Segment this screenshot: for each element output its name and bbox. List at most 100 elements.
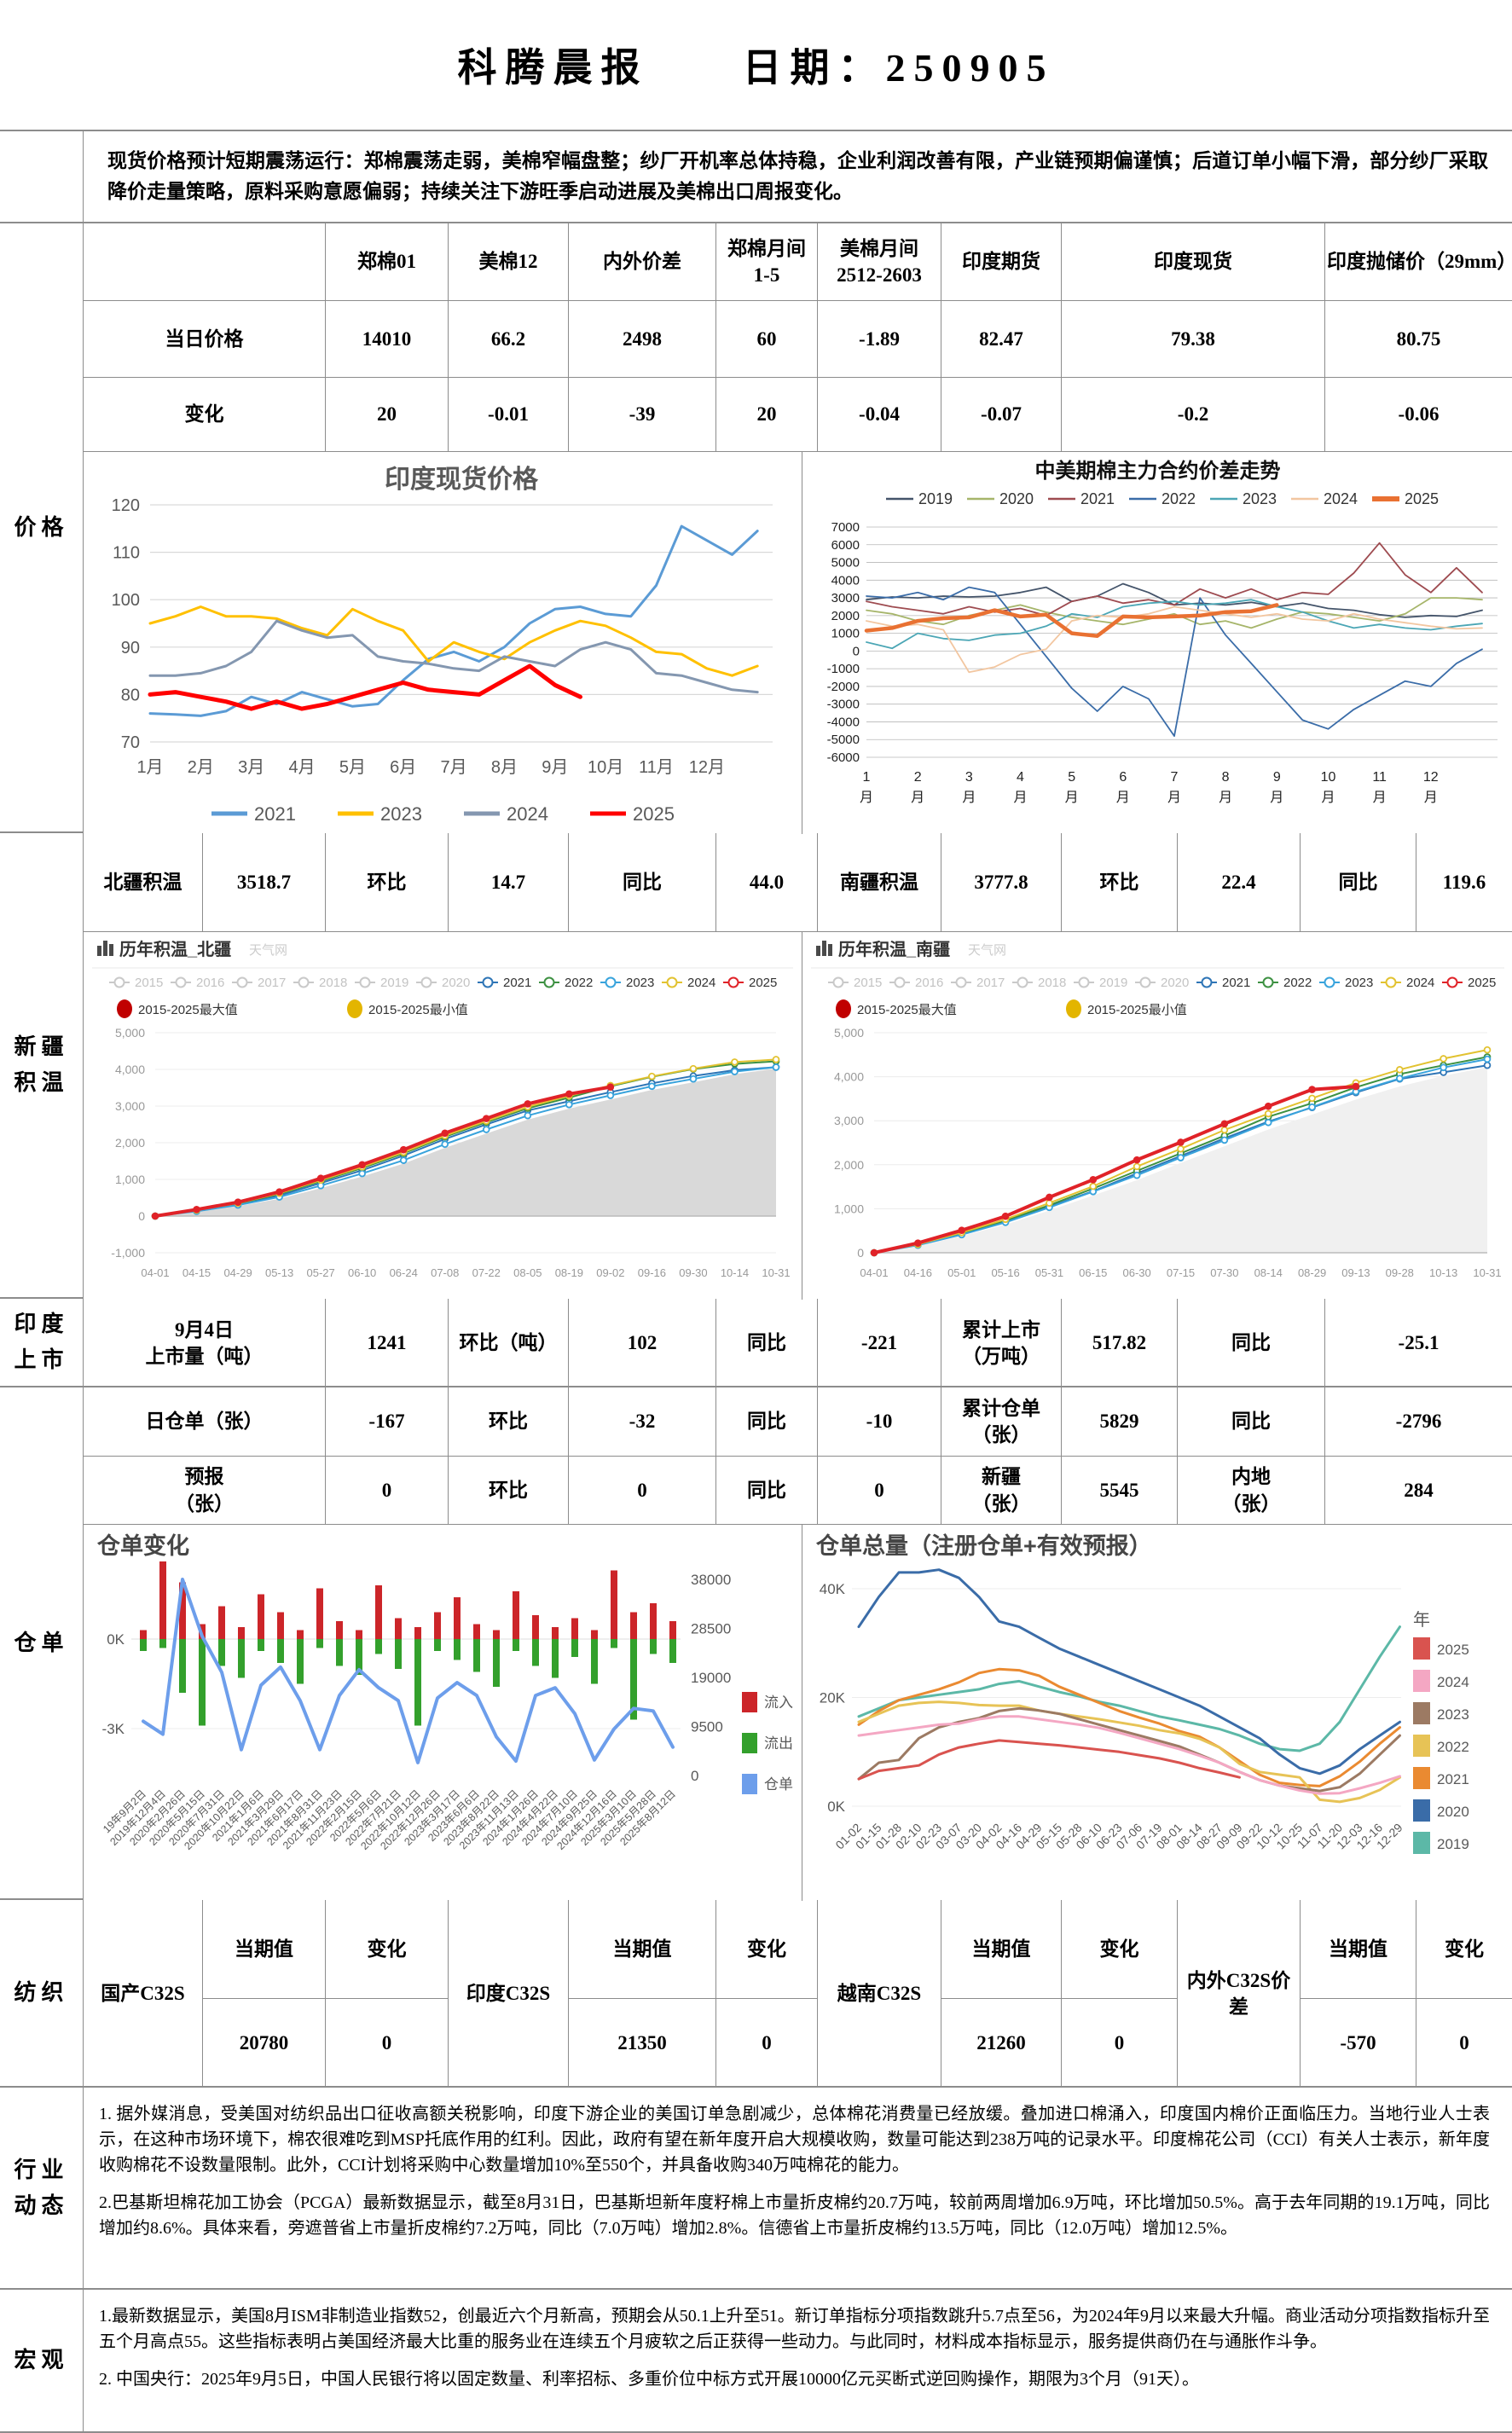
svg-text:0K: 0K [107, 1631, 125, 1648]
svg-text:2025: 2025 [633, 803, 675, 825]
svg-text:05-13: 05-13 [265, 1266, 293, 1279]
stat-label: 内地 （张） [1177, 1457, 1324, 1524]
svg-text:3,000: 3,000 [115, 1099, 145, 1113]
svg-text:2022: 2022 [565, 976, 593, 990]
svg-text:38000: 38000 [691, 1572, 731, 1588]
row-label: 预报 （张） [175, 1466, 234, 1515]
svg-text:2月: 2月 [188, 758, 214, 777]
price-value: 2498 [568, 301, 715, 377]
col-header: 变化 [325, 1900, 448, 1999]
col-header: 印度抛储价（29mm） [1324, 223, 1512, 300]
price-value: 82.47 [941, 301, 1061, 377]
svg-text:07-15: 07-15 [1167, 1266, 1195, 1279]
svg-text:天气网: 天气网 [968, 943, 1006, 958]
svg-text:2015-2025最小值: 2015-2025最小值 [1087, 1003, 1187, 1017]
change-value: -0.06 [1324, 378, 1512, 451]
price-value: 80.75 [1324, 301, 1512, 377]
svg-text:10-13: 10-13 [1429, 1266, 1457, 1279]
svg-text:0: 0 [691, 1768, 698, 1784]
svg-text:10-31: 10-31 [762, 1266, 790, 1279]
svg-text:1,000: 1,000 [115, 1173, 145, 1186]
svg-text:05-16: 05-16 [991, 1266, 1019, 1279]
stat-label: 环比 [448, 1387, 568, 1456]
svg-text:月: 月 [1373, 791, 1387, 805]
svg-text:2022: 2022 [1283, 976, 1312, 990]
title-bar: 科腾晨报 日期：250905 [0, 0, 1512, 130]
svg-text:80: 80 [121, 686, 140, 704]
summary-text: 现货价格预计短期震荡运行：郑棉震荡走弱，美棉窄幅盘整；纱厂开机率总体持稳，企业利… [84, 131, 1512, 222]
svg-text:19000: 19000 [691, 1670, 731, 1686]
price-value: 79.38 [1061, 301, 1324, 377]
svg-text:11月: 11月 [639, 758, 674, 777]
svg-text:2017: 2017 [258, 976, 286, 990]
corner-cell [84, 223, 325, 300]
stat-label: 同比 [715, 1387, 817, 1456]
price-value: 60 [715, 301, 817, 377]
svg-text:-6000: -6000 [827, 750, 860, 765]
svg-text:2: 2 [914, 770, 922, 785]
svg-text:月: 月 [1013, 791, 1027, 805]
svg-text:0: 0 [853, 644, 860, 658]
svg-text:1月: 1月 [136, 758, 163, 777]
stat-label: 同比 [1177, 1299, 1324, 1387]
svg-text:05-01: 05-01 [947, 1266, 976, 1279]
stat-label: 环比 [325, 833, 448, 931]
change-value: -0.04 [817, 378, 941, 451]
stat-value: 3777.8 [941, 833, 1061, 931]
summary-body: 郑棉震荡走弱，美棉窄幅盘整；纱厂开机率总体持稳，企业利润改善有限，产业链预期偏谨… [107, 150, 1489, 202]
svg-text:中美期棉主力合约价差走势: 中美期棉主力合约价差走势 [1035, 459, 1281, 483]
svg-text:0K: 0K [827, 1799, 845, 1815]
svg-text:2024: 2024 [1324, 490, 1358, 507]
yarn-change: 0 [1061, 1999, 1177, 2088]
svg-text:07-08: 07-08 [431, 1266, 459, 1279]
stat-value: 14.7 [448, 833, 568, 931]
macro-paragraph-2: 2. 中国央行：2025年9月5日，中国人民银行将以固定数量、利率招标、多重价位… [99, 2370, 1199, 2389]
stat-value: 0 [325, 1457, 448, 1524]
change-value: 20 [715, 378, 817, 451]
stat-label: 环比 [1061, 833, 1177, 931]
svg-text:09-28: 09-28 [1386, 1266, 1414, 1279]
svg-text:08-14: 08-14 [1254, 1266, 1283, 1279]
col-header: 当期值 [1300, 1900, 1416, 1999]
svg-text:06-15: 06-15 [1079, 1266, 1107, 1279]
svg-text:2025: 2025 [1405, 490, 1439, 507]
macro-paragraph-1: 1.最新数据显示，美国8月ISM非制造业指数52，创最近六个月新高，预期会从50… [99, 2307, 1490, 2351]
jiwen-section: 新疆积温 北疆积温 3518.7 环比 14.7 同比 44.0 南疆积温 37… [0, 831, 1512, 1300]
svg-text:5月: 5月 [339, 758, 366, 777]
yarn-change: 0 [325, 1999, 448, 2088]
summary-lead: 现货价格预计短期震荡运行： [107, 150, 364, 172]
svg-text:100: 100 [112, 591, 140, 610]
warrants-section: 仓单 日仓单（张） -167 环比 -32 同比 -10 累计仓单 （张） 58… [0, 1386, 1512, 1901]
svg-text:-1000: -1000 [827, 662, 860, 676]
col-header: 变化 [1061, 1900, 1177, 1999]
svg-text:8: 8 [1222, 770, 1230, 785]
col-header: 印度现货 [1061, 223, 1324, 300]
price-row-today: 当日价格 14010 66.2 2498 60 -1.89 82.47 79.3… [84, 300, 1512, 377]
svg-text:2023: 2023 [626, 976, 654, 990]
svg-text:07-30: 07-30 [1210, 1266, 1238, 1279]
svg-text:6: 6 [1119, 770, 1127, 785]
svg-text:仓单总量（注册仓单+有效预报）: 仓单总量（注册仓单+有效预报） [815, 1532, 1152, 1559]
svg-text:05-31: 05-31 [1035, 1266, 1063, 1279]
stat-label: 同比 [1177, 1387, 1324, 1456]
stat-label: 新疆 （张） [941, 1457, 1061, 1524]
svg-text:1,000: 1,000 [834, 1202, 864, 1215]
stat-value: -25.1 [1324, 1299, 1512, 1387]
svg-text:-4000: -4000 [827, 715, 860, 729]
col-header: 郑棉01 [325, 223, 448, 300]
svg-text:4: 4 [1017, 770, 1024, 785]
svg-text:3: 3 [965, 770, 973, 785]
svg-text:2024: 2024 [1406, 976, 1434, 990]
svg-text:月: 月 [1116, 791, 1130, 805]
svg-text:04-29: 04-29 [223, 1266, 252, 1279]
svg-text:印度现货价格: 印度现货价格 [385, 465, 539, 494]
svg-text:-5000: -5000 [827, 733, 860, 747]
change-value: -0.01 [448, 378, 568, 451]
svg-text:06-30: 06-30 [1123, 1266, 1151, 1279]
svg-text:40K: 40K [820, 1581, 846, 1597]
svg-text:06-24: 06-24 [390, 1266, 418, 1279]
sidebar-label-macro: 宏观 [0, 2290, 84, 2431]
change-value: -39 [568, 378, 715, 451]
yarn-value: -570 [1300, 1999, 1416, 2088]
col-header: 当期值 [202, 1900, 325, 1999]
